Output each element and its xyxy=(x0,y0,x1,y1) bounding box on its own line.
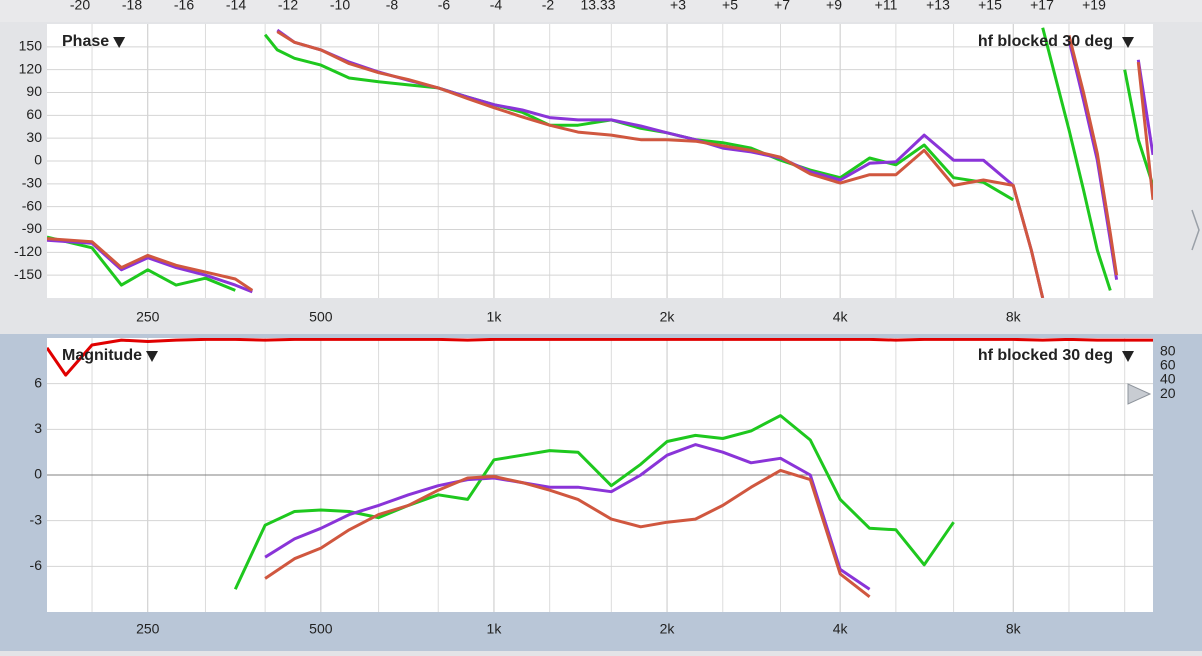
ruler-label: -12 xyxy=(278,0,298,13)
dropdown-icon[interactable] xyxy=(146,351,158,362)
y-tick-label: 0 xyxy=(34,152,42,168)
ruler-label: +15 xyxy=(978,0,1002,13)
ruler-label: -10 xyxy=(330,0,350,13)
series-line xyxy=(47,30,1153,298)
ruler-label: -16 xyxy=(174,0,194,13)
y-tick-label: -120 xyxy=(14,243,42,259)
x-tick-label: 2k xyxy=(660,621,676,637)
dropdown-icon[interactable] xyxy=(1122,351,1134,362)
dropdown-icon[interactable] xyxy=(1122,37,1134,48)
x-tick-label: 8k xyxy=(1006,309,1022,325)
level-slider[interactable] xyxy=(1127,383,1152,405)
x-tick-label: 250 xyxy=(136,309,160,325)
y-tick-label: -30 xyxy=(22,175,42,191)
x-tick-label: 2k xyxy=(660,309,676,325)
ruler-label: -20 xyxy=(70,0,90,13)
x-tick-label: 500 xyxy=(309,309,333,325)
y2-tick-label: 40 xyxy=(1160,371,1176,387)
time-ruler xyxy=(0,0,1202,22)
series-line xyxy=(264,443,871,591)
y-tick-label: 150 xyxy=(19,38,43,54)
graph-annotation[interactable]: hf blocked 30 deg xyxy=(978,347,1113,364)
ruler-label: +11 xyxy=(875,0,898,13)
dropdown-icon[interactable] xyxy=(113,37,126,48)
ruler-label: -14 xyxy=(226,0,246,13)
x-tick-label: 8k xyxy=(1006,621,1022,637)
y-tick-label: -6 xyxy=(30,557,43,573)
x-tick-label: 500 xyxy=(309,621,333,637)
graph-annotation[interactable]: hf blocked 30 deg xyxy=(978,33,1113,50)
ruler-label: +7 xyxy=(774,0,790,13)
y-tick-label: 60 xyxy=(26,106,42,122)
series-group xyxy=(47,27,1153,298)
ruler-label: -6 xyxy=(438,0,451,13)
x-tick-label: 250 xyxy=(136,621,160,637)
ruler-label: 13.33 xyxy=(580,0,615,13)
chart-title[interactable]: Phase xyxy=(62,33,109,50)
ruler-label: +9 xyxy=(826,0,842,13)
ruler-label: -18 xyxy=(122,0,142,13)
y2-tick-label: 20 xyxy=(1160,385,1176,401)
y-tick-label: -60 xyxy=(22,197,42,213)
chart-title[interactable]: Magnitude xyxy=(62,347,142,364)
series-line xyxy=(264,468,871,598)
series-line xyxy=(47,28,1153,298)
ruler-label: +5 xyxy=(722,0,738,13)
ruler-label: +19 xyxy=(1082,0,1106,13)
y-tick-label: 6 xyxy=(34,374,42,390)
series-line xyxy=(47,338,1153,377)
y2-tick-label: 80 xyxy=(1160,343,1176,359)
y-tick-label: 30 xyxy=(26,129,42,145)
y-tick-label: 90 xyxy=(26,83,42,99)
y-tick-label: -90 xyxy=(22,220,42,236)
ruler-label: -2 xyxy=(542,0,555,13)
y-tick-label: -3 xyxy=(30,511,43,527)
ruler-label: -8 xyxy=(386,0,399,13)
ruler-label: +17 xyxy=(1030,0,1054,13)
x-tick-label: 4k xyxy=(833,309,849,325)
series-group xyxy=(47,338,1153,598)
y-tick-label: -150 xyxy=(14,266,42,282)
y2-tick-label: 60 xyxy=(1160,357,1176,373)
ruler-label: +13 xyxy=(926,0,950,13)
x-tick-label: 1k xyxy=(487,309,503,325)
x-tick-label: 1k xyxy=(487,621,503,637)
x-tick-label: 4k xyxy=(833,621,849,637)
y-tick-label: 3 xyxy=(34,420,42,436)
y-tick-label: 0 xyxy=(34,466,42,482)
y-tick-label: 120 xyxy=(19,60,43,76)
ruler-label: +3 xyxy=(670,0,686,13)
expand-arrow[interactable] xyxy=(1191,209,1200,251)
ruler-label: -4 xyxy=(490,0,503,13)
